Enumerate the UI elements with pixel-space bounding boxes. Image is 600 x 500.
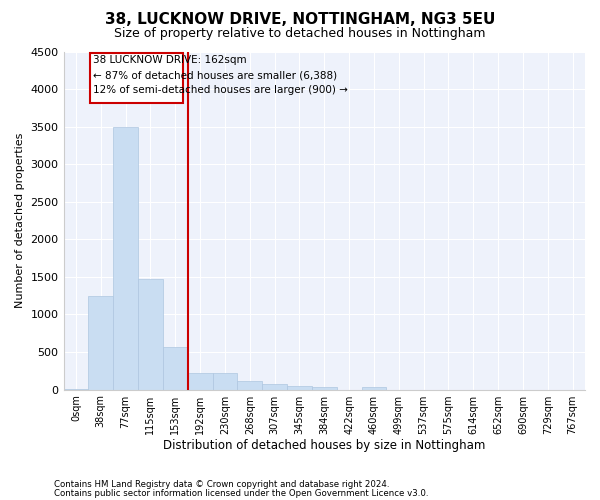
Bar (64, 389, 88, 390)
Text: 38, LUCKNOW DRIVE, NOTTINGHAM, NG3 5EU: 38, LUCKNOW DRIVE, NOTTINGHAM, NG3 5EU (105, 12, 495, 28)
Text: Contains HM Land Registry data © Crown copyright and database right 2024.: Contains HM Land Registry data © Crown c… (54, 480, 389, 489)
Text: Contains public sector information licensed under the Open Government Licence v3: Contains public sector information licen… (54, 489, 428, 498)
Bar (188, 373, 212, 390)
Y-axis label: Number of detached properties: Number of detached properties (15, 133, 25, 308)
Text: 12% of semi-detached houses are larger (900) →: 12% of semi-detached houses are larger (… (92, 86, 347, 96)
Bar (113, 126, 138, 390)
Text: 38 LUCKNOW DRIVE: 162sqm: 38 LUCKNOW DRIVE: 162sqm (92, 56, 246, 66)
Bar (212, 374, 238, 390)
X-axis label: Distribution of detached houses by size in Nottingham: Distribution of detached houses by size … (163, 440, 485, 452)
Bar (163, 347, 188, 390)
Bar (138, 279, 163, 390)
FancyBboxPatch shape (89, 53, 183, 102)
Bar (88, 296, 113, 390)
Text: ← 87% of detached houses are smaller (6,388): ← 87% of detached houses are smaller (6,… (92, 70, 337, 81)
Bar (362, 388, 386, 390)
Bar (312, 387, 337, 390)
Text: Size of property relative to detached houses in Nottingham: Size of property relative to detached ho… (114, 28, 486, 40)
Bar (262, 384, 287, 390)
Bar (287, 386, 312, 390)
Bar (238, 381, 262, 390)
